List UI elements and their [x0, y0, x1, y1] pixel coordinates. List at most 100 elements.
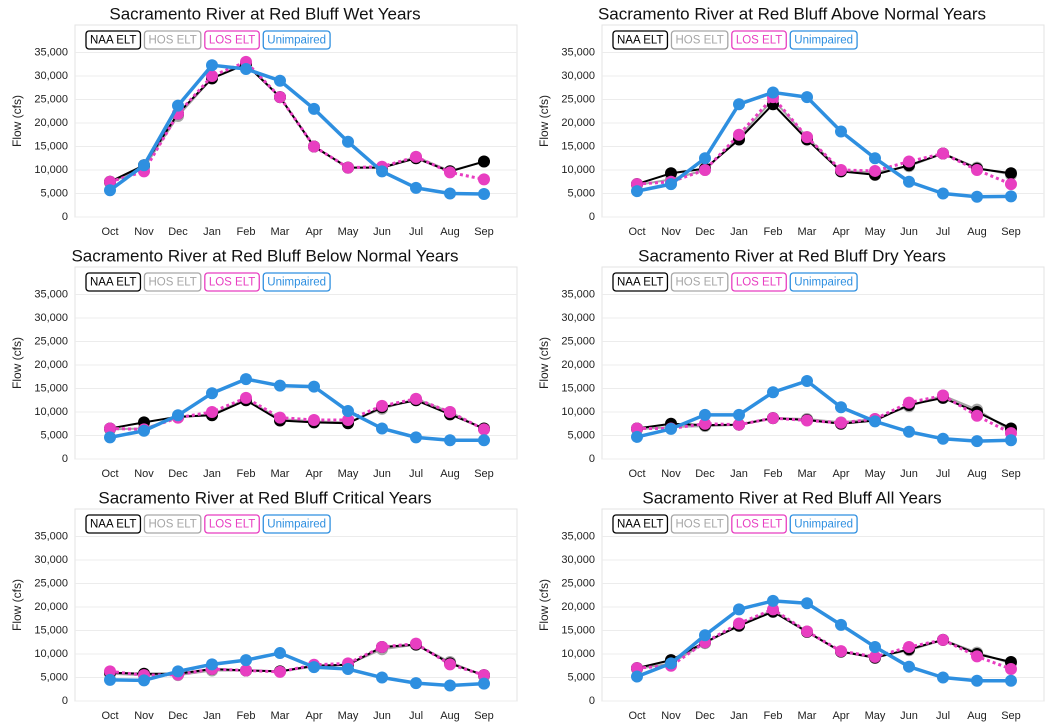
data-point: [308, 380, 320, 393]
data-point: [104, 673, 116, 686]
x-tick-label: Feb: [237, 710, 256, 722]
legend-entry: Unimpaired: [789, 514, 858, 534]
data-point: [1005, 663, 1017, 676]
x-tick-label: Nov: [661, 468, 681, 480]
legend-box: [670, 514, 729, 534]
data-point: [274, 74, 286, 87]
data-point: [733, 128, 745, 141]
y-tick-label: 35,000: [561, 288, 595, 300]
legend-label: Unimpaired: [267, 35, 326, 47]
data-point: [937, 671, 949, 684]
data-point: [631, 422, 643, 435]
x-tick-label: Nov: [661, 710, 681, 722]
data-point: [274, 411, 286, 424]
x-tick-label: Dec: [168, 710, 188, 722]
legend-label: NAA ELT: [617, 277, 663, 289]
data-point: [478, 677, 490, 690]
data-point: [206, 406, 218, 418]
data-point: [903, 660, 915, 673]
x-tick-label: Nov: [134, 226, 154, 238]
legend-entry: NAA ELT: [612, 272, 669, 292]
y-tick-label: 15,000: [561, 624, 595, 636]
legend-entry: NAA ELT: [85, 30, 142, 50]
x-tick-label: Aug: [440, 710, 460, 722]
plot-frame: [601, 508, 1045, 702]
x-tick-label: May: [865, 710, 886, 722]
legend-box: [204, 272, 260, 292]
legend-box: [262, 514, 331, 534]
y-tick-label: 5,000: [567, 671, 595, 683]
y-tick-label: 20,000: [561, 359, 595, 371]
y-tick-label: 5,000: [40, 429, 68, 441]
legend-entry: NAA ELT: [85, 272, 142, 292]
data-point: [376, 640, 388, 653]
data-point: [104, 175, 116, 188]
x-tick-label: Mar: [271, 710, 290, 722]
data-point: [835, 645, 847, 658]
y-tick-label: 10,000: [34, 648, 68, 660]
data-point: [971, 190, 983, 203]
chart-panel: Sacramento River at Red Bluff Wet Years 0…: [10, 4, 518, 238]
data-point: [733, 617, 745, 630]
legend-label: Unimpaired: [794, 277, 853, 289]
data-point: [172, 409, 184, 422]
data-point: [444, 406, 456, 418]
data-point: [240, 391, 252, 404]
series-line: [109, 60, 485, 184]
x-tick-label: Feb: [237, 468, 256, 480]
data-point: [376, 422, 388, 435]
y-tick-label: 0: [589, 211, 595, 223]
x-tick-label: Apr: [305, 226, 322, 238]
x-tick-label: Jan: [203, 468, 221, 480]
data-point: [308, 140, 320, 153]
legend-box: [143, 30, 202, 50]
legend-entry: NAA ELT: [85, 514, 142, 534]
legend-label: NAA ELT: [90, 277, 136, 289]
x-tick-label: Apr: [832, 710, 849, 722]
y-tick-label: 0: [62, 211, 68, 223]
x-tick-label: Feb: [237, 226, 256, 238]
data-point: [206, 70, 218, 82]
x-tick-label: Mar: [271, 226, 290, 238]
y-tick-label: 10,000: [561, 164, 595, 176]
data-point: [631, 185, 643, 198]
y-axis-label: Flow (cfs): [10, 579, 24, 631]
y-tick-label: 35,000: [34, 530, 68, 542]
series-line: [636, 95, 1012, 186]
data-point: [138, 674, 150, 687]
data-point: [903, 175, 915, 188]
legend-entry: Unimpaired: [262, 30, 331, 50]
legend-label: NAA ELT: [90, 35, 136, 47]
y-tick-label: 5,000: [40, 187, 68, 199]
data-point: [274, 379, 286, 392]
chart-panel: Sacramento River at Red Bluff All Years 0…: [537, 488, 1045, 722]
x-tick-label: Oct: [101, 468, 118, 480]
legend-label: Unimpaired: [794, 519, 853, 531]
x-tick-label: Feb: [764, 710, 783, 722]
chart-title: Sacramento River at Red Bluff All Years: [642, 488, 941, 507]
x-tick-label: Aug: [440, 468, 460, 480]
legend-entry: HOS ELT: [670, 30, 729, 50]
data-point: [903, 640, 915, 653]
y-tick-label: 35,000: [561, 530, 595, 542]
data-point: [801, 131, 813, 144]
legend-label: LOS ELT: [209, 277, 255, 289]
x-tick-label: Aug: [967, 710, 987, 722]
y-axis-label: Flow (cfs): [537, 337, 551, 389]
x-tick-label: Jun: [373, 468, 391, 480]
chart-title: Sacramento River at Red Bluff Wet Years: [109, 4, 420, 23]
y-tick-label: 15,000: [34, 624, 68, 636]
legend-entry: HOS ELT: [143, 30, 202, 50]
data-point: [1005, 190, 1017, 203]
legend-entry: NAA ELT: [612, 30, 669, 50]
legend-label: NAA ELT: [90, 519, 136, 531]
data-point: [631, 670, 643, 683]
data-point: [903, 155, 915, 168]
x-tick-label: Jan: [730, 468, 748, 480]
x-tick-label: Mar: [798, 710, 817, 722]
y-tick-label: 25,000: [34, 335, 68, 347]
data-point: [631, 430, 643, 443]
chart-panel: Sacramento River at Red Bluff Below Norm…: [10, 246, 518, 480]
data-point: [104, 184, 116, 197]
x-tick-label: Jun: [373, 226, 391, 238]
